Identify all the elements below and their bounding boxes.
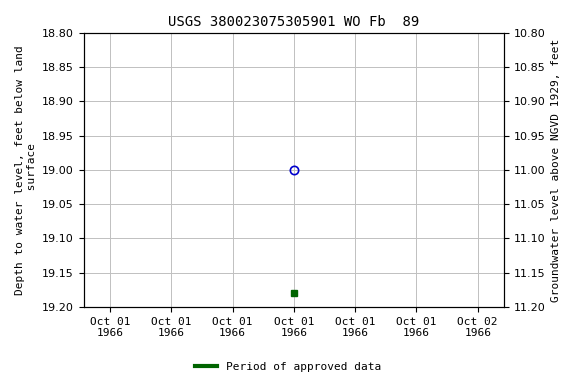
Title: USGS 380023075305901 WO Fb  89: USGS 380023075305901 WO Fb 89 <box>168 15 419 29</box>
Y-axis label: Depth to water level, feet below land
 surface: Depth to water level, feet below land su… <box>15 45 37 295</box>
Y-axis label: Groundwater level above NGVD 1929, feet: Groundwater level above NGVD 1929, feet <box>551 38 561 301</box>
Legend: Period of approved data: Period of approved data <box>191 358 385 377</box>
